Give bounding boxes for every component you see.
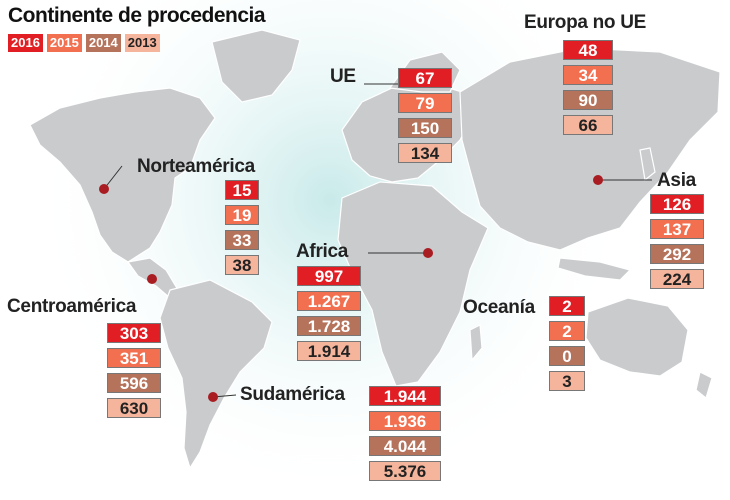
value-sudamerica-2015: 1.936	[369, 411, 441, 431]
value-sudamerica-2016: 1.944	[369, 386, 441, 406]
stack-europa-no-ue: 48 34 90 66	[563, 40, 613, 135]
south-america-shape	[159, 279, 273, 470]
value-europa-no-ue-2013: 66	[563, 115, 613, 135]
stack-centroamerica: 303 351 596 630	[107, 323, 161, 418]
region-label-ue: UE	[330, 66, 356, 87]
value-asia-2015: 137	[650, 219, 704, 239]
value-ue-2014: 150	[398, 118, 452, 138]
japan-shape	[639, 147, 656, 182]
stack-ue: 67 79 150 134	[398, 68, 452, 163]
value-centroamerica-2013: 630	[107, 398, 161, 418]
value-oceania-2014: 0	[549, 346, 585, 366]
stack-oceania: 2 2 0 3	[549, 296, 585, 391]
value-oceania-2013: 3	[549, 371, 585, 391]
region-label-asia: Asia	[657, 170, 696, 191]
legend-item-2013: 2013	[124, 34, 160, 52]
region-label-oceania: Oceanía	[463, 297, 535, 318]
markers	[99, 83, 652, 402]
region-label-africa: Africa	[296, 241, 349, 262]
value-africa-2014: 1.728	[297, 316, 361, 336]
region-label-europa-no-ue: Europa no UE	[524, 12, 647, 33]
legend-item-2014: 2014	[85, 34, 121, 52]
new-zealand-shape	[695, 371, 713, 400]
value-norteamerica-2016: 15	[225, 180, 259, 200]
australia-shape	[585, 297, 689, 377]
greenland-shape	[211, 29, 301, 103]
value-asia-2013: 224	[650, 269, 704, 289]
marker-norteamerica	[99, 184, 109, 194]
marker-africa	[423, 248, 433, 258]
value-europa-no-ue-2014: 90	[563, 90, 613, 110]
value-asia-2016: 126	[650, 194, 704, 214]
stack-africa: 997 1.267 1.728 1.914	[297, 266, 361, 361]
region-label-sudamerica: Sudamérica	[240, 384, 345, 405]
madagascar-shape	[469, 324, 483, 362]
value-africa-2016: 997	[297, 266, 361, 286]
value-norteamerica-2015: 19	[225, 205, 259, 225]
asia-shape	[459, 47, 721, 251]
indonesia-shape	[557, 257, 632, 281]
value-centroamerica-2016: 303	[107, 323, 161, 343]
stack-norteamerica: 15 19 33 38	[225, 180, 259, 275]
value-sudamerica-2014: 4.044	[369, 436, 441, 456]
region-label-centroamerica: Centroamérica	[7, 296, 137, 317]
north-america-shape	[29, 87, 216, 263]
marker-centroamerica	[147, 274, 157, 284]
value-ue-2016: 67	[398, 68, 452, 88]
value-oceania-2015: 2	[549, 321, 585, 341]
chart-title: Continente de procedencia	[8, 4, 266, 27]
value-sudamerica-2013: 5.376	[369, 461, 441, 481]
stack-asia: 126 137 292 224	[650, 194, 704, 289]
value-norteamerica-2013: 38	[225, 255, 259, 275]
value-africa-2015: 1.267	[297, 291, 361, 311]
value-ue-2015: 79	[398, 93, 452, 113]
value-centroamerica-2014: 596	[107, 373, 161, 393]
marker-sudamerica	[208, 392, 218, 402]
stack-sudamerica: 1.944 1.936 4.044 5.376	[369, 386, 441, 481]
value-oceania-2016: 2	[549, 296, 585, 316]
region-label-norteamerica: Norteamérica	[137, 156, 255, 177]
value-europa-no-ue-2015: 34	[563, 65, 613, 85]
value-asia-2014: 292	[650, 244, 704, 264]
legend-item-2016: 2016	[8, 34, 43, 52]
marker-asia	[593, 175, 603, 185]
value-norteamerica-2014: 33	[225, 230, 259, 250]
value-africa-2013: 1.914	[297, 341, 361, 361]
value-centroamerica-2015: 351	[107, 348, 161, 368]
legend-item-2015: 2015	[46, 34, 82, 52]
value-ue-2013: 134	[398, 143, 452, 163]
legend: 2016 2015 2014 2013	[8, 34, 160, 52]
value-europa-no-ue-2016: 48	[563, 40, 613, 60]
